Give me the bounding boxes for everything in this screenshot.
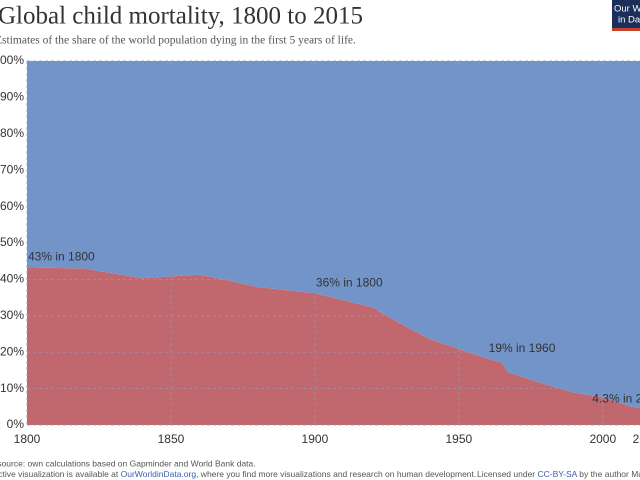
x-tick-label: 1800 — [14, 432, 41, 446]
footer-note: The interactive visualization is availab… — [0, 469, 476, 479]
plot: 0% 10% 20% 30% 40% 50% 60% 70% 80% 90% 100% 1800 185… — [0, 53, 640, 446]
license-link[interactable]: CC-BY-SA — [538, 469, 578, 479]
y-tick-label: 70% — [0, 162, 24, 176]
logo-box — [612, 0, 640, 28]
y-tick-label: 0% — [7, 417, 25, 431]
logo-text: in Data — [618, 15, 640, 26]
footer-link[interactable]: OurWorldinData.org — [121, 469, 197, 479]
y-tick-label: 90% — [0, 90, 24, 104]
y-tick-label: 80% — [0, 126, 24, 140]
y-tick-label: 60% — [0, 199, 24, 213]
annotation: 36% in 1800 — [316, 275, 383, 289]
footer-text: The interactive visualization is availab… — [0, 469, 121, 479]
annotation: 4.3% in 2015 — [592, 392, 640, 406]
y-tick-label: 20% — [0, 344, 24, 358]
annotation: 19% in 1960 — [489, 341, 556, 355]
license-note: Licensed under CC-BY-SA by the author Ma… — [477, 469, 640, 479]
logo: Our World in Data — [612, 0, 640, 31]
logo-text: Our World — [614, 4, 640, 15]
x-tick-label: 2000 — [589, 432, 616, 446]
logo-bar — [612, 28, 640, 31]
x-tick-label: 1900 — [302, 432, 329, 446]
y-tick-label: 40% — [0, 272, 24, 286]
y-tick-label: 30% — [0, 308, 24, 322]
chart-subtitle: Estimates of the share of the world popu… — [0, 35, 356, 47]
chart-title: Global child mortality, 1800 to 2015 — [0, 3, 363, 30]
y-tick-label: 100% — [0, 53, 24, 67]
y-tick-label: 10% — [0, 381, 24, 395]
license-text: Licensed under — [477, 469, 538, 479]
y-tick-label: 50% — [0, 235, 24, 249]
annotation: 43% in 1800 — [28, 250, 95, 264]
x-tick-label: 1850 — [158, 432, 185, 446]
footer-text: , where you find more visualizations and… — [196, 469, 476, 479]
x-tick-label: 2015 — [633, 432, 640, 446]
source-note: Data source: own calculations based on G… — [0, 458, 256, 468]
license-text: by the author Max Roser. — [577, 469, 640, 479]
area — [27, 267, 640, 425]
area — [27, 61, 640, 409]
x-tick-label: 1950 — [446, 432, 473, 446]
